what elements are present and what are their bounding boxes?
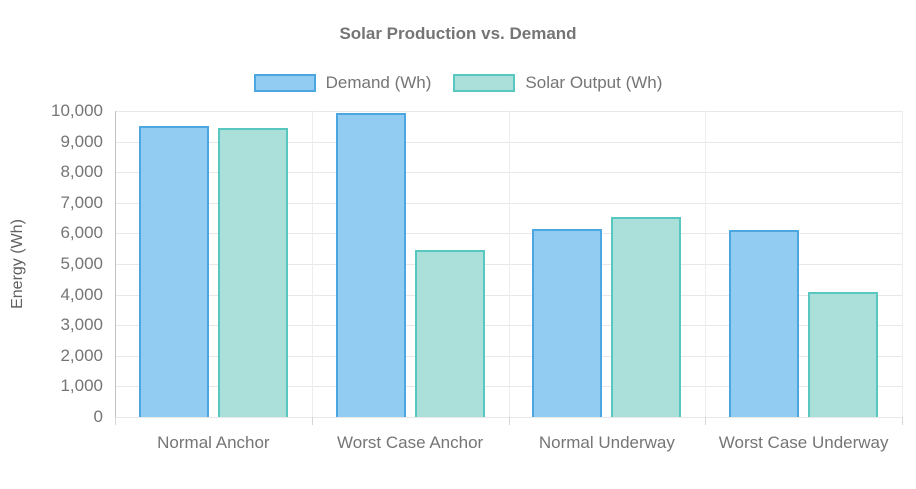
category-boundary-gridline xyxy=(508,111,510,417)
x-axis-category-label: Worst Case Underway xyxy=(718,433,889,452)
y-axis-tick-label: 7,000 xyxy=(60,192,103,212)
x-axis-tick xyxy=(115,417,116,425)
bar-demand-4 xyxy=(729,230,800,417)
y-axis-tick-label: 9,000 xyxy=(60,131,103,151)
y-axis-tick-label: 10,000 xyxy=(51,101,103,120)
chart-legend: Demand (Wh) Solar Output (Wh) xyxy=(0,73,916,93)
bar-solar-3 xyxy=(611,217,682,417)
bar-demand-3 xyxy=(532,229,603,417)
x-axis-tick xyxy=(311,417,313,425)
y-axis-tick-label: 3,000 xyxy=(60,315,103,335)
y-axis-tick-label: 5,000 xyxy=(60,254,103,273)
bar-demand-1 xyxy=(138,126,209,417)
legend-swatch-solar xyxy=(453,74,516,92)
legend-label: Demand (Wh) xyxy=(325,73,432,92)
y-axis-tick-label: 2,000 xyxy=(60,345,103,365)
y-axis-line xyxy=(115,111,116,417)
bar-solar-1 xyxy=(217,128,288,417)
x-axis-tick xyxy=(902,417,903,425)
category-boundary-gridline xyxy=(311,111,313,417)
x-axis-category-label: Normal Underway xyxy=(538,433,675,452)
x-axis-category-label: Worst Case Anchor xyxy=(337,433,484,452)
category-boundary-gridline xyxy=(902,111,903,417)
x-axis-tick xyxy=(508,417,510,425)
y-axis-tick-label: 0 xyxy=(93,407,103,426)
y-axis-tick-label: 6,000 xyxy=(60,223,103,243)
x-axis-tick xyxy=(705,417,707,425)
legend-swatch-demand xyxy=(253,74,316,92)
y-axis-tick-label: 1,000 xyxy=(60,376,103,396)
y-axis-tick-label: 4,000 xyxy=(60,284,103,304)
x-axis-category-label: Normal Anchor xyxy=(157,433,270,452)
bar-demand-2 xyxy=(335,113,406,417)
bar-solar-4 xyxy=(808,292,879,417)
legend-label: Solar Output (Wh) xyxy=(525,73,663,92)
legend-item-solar: Solar Output (Wh) xyxy=(453,73,662,93)
chart-title: Solar Production vs. Demand xyxy=(339,24,577,43)
bar-solar-2 xyxy=(414,250,485,417)
legend-item-demand: Demand (Wh) xyxy=(253,73,432,93)
category-boundary-gridline xyxy=(705,111,707,417)
y-axis-tick-label: 8,000 xyxy=(60,162,103,182)
